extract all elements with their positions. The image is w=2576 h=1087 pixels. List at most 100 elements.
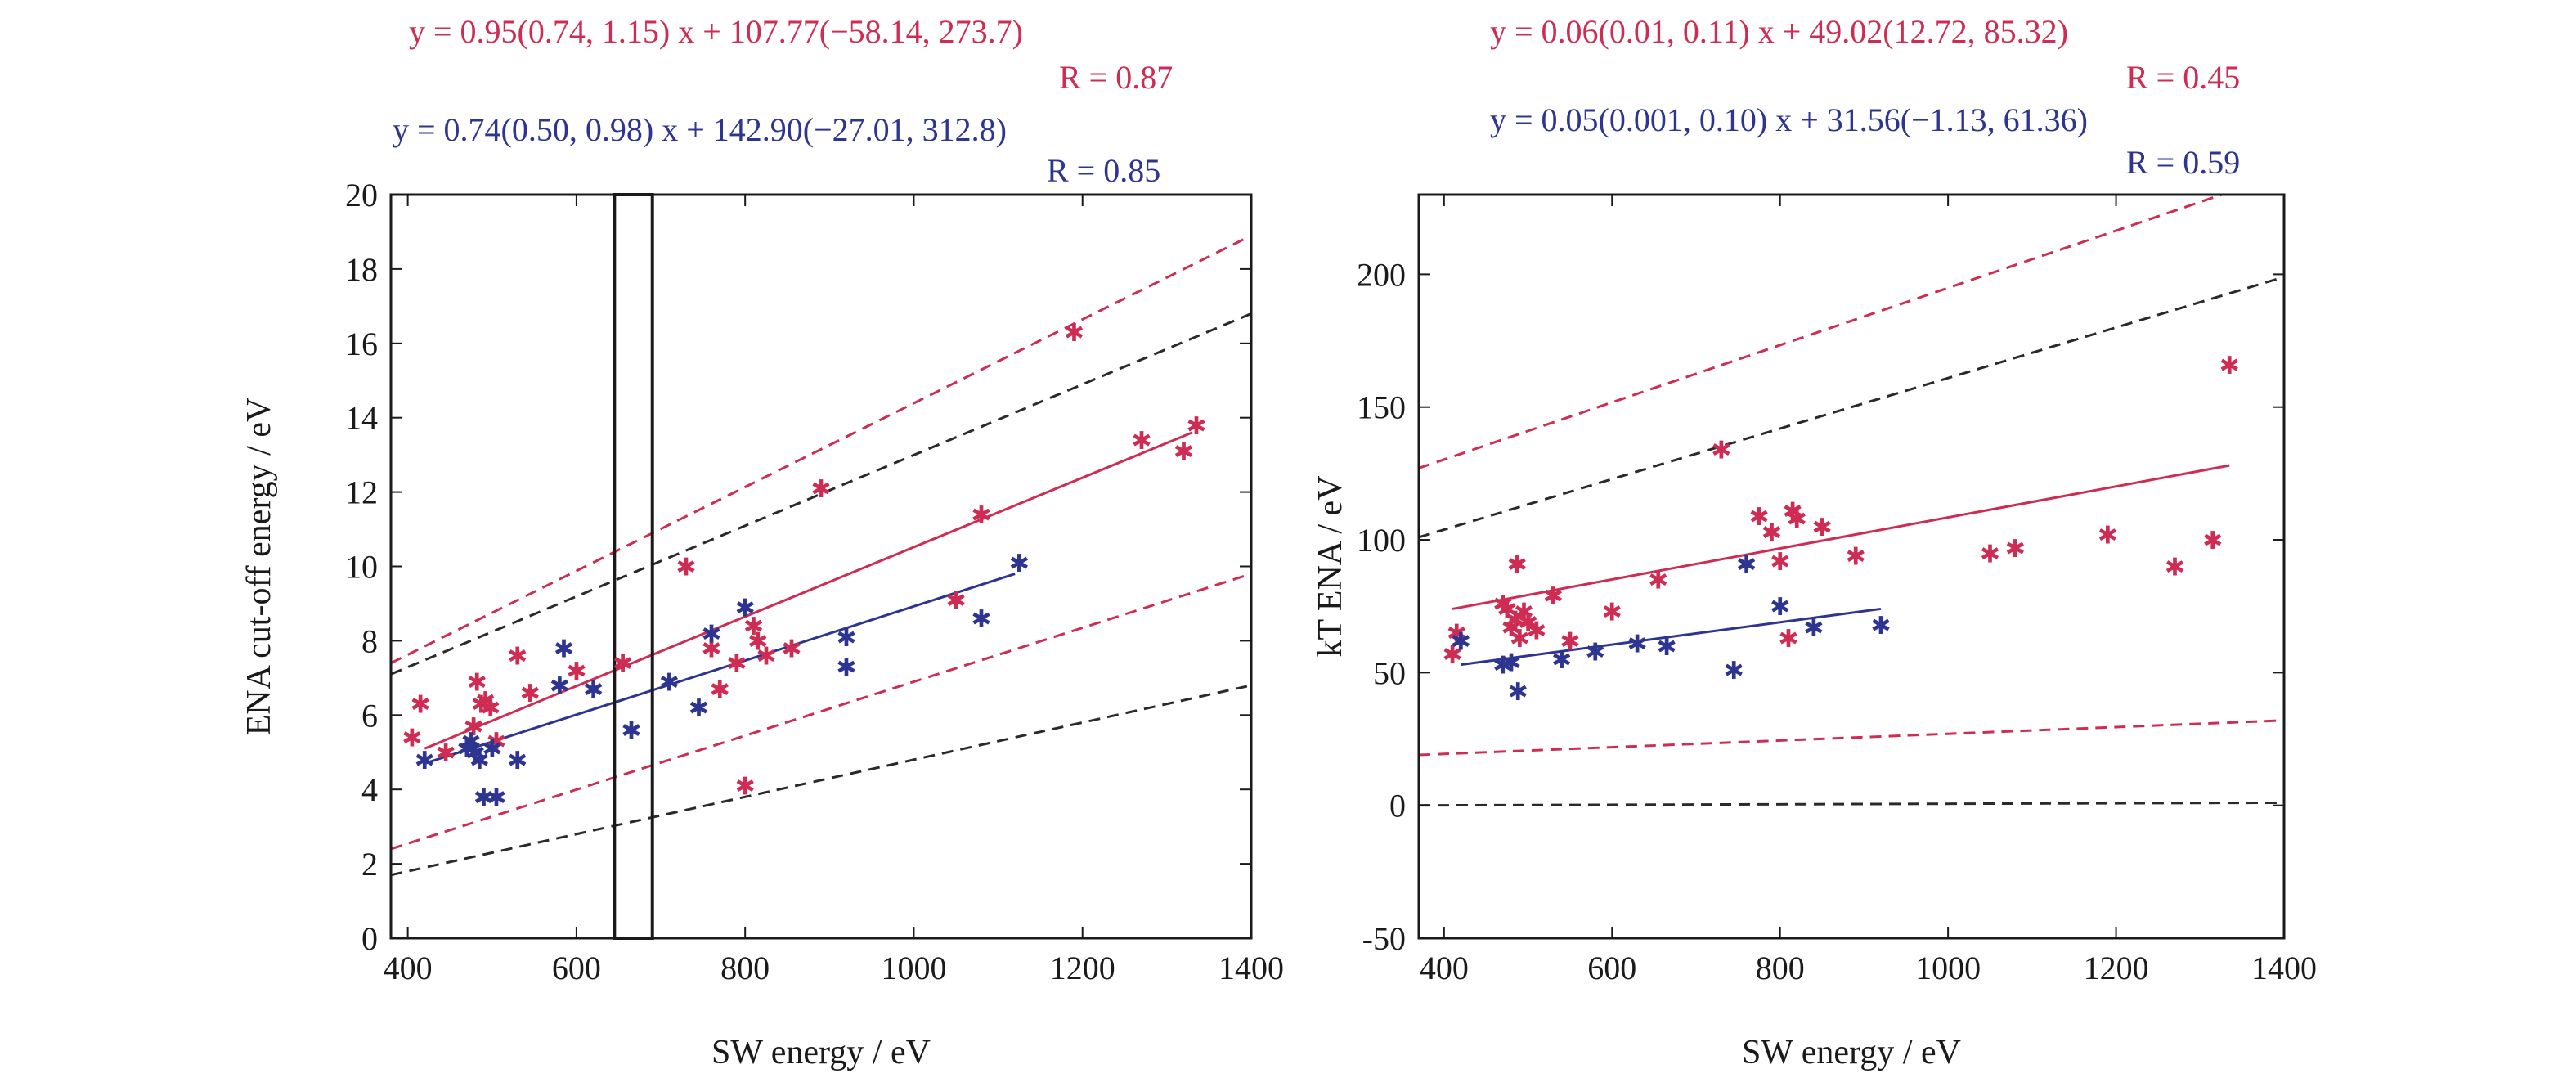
right-x-tick-label: 1200 [2084, 950, 2149, 986]
left-red-lower-bound [391, 573, 1251, 851]
right-red-point: ✱ [1497, 595, 1517, 624]
left-red-point: ✱ [756, 643, 776, 672]
left-blue-point: ✱ [486, 784, 506, 812]
left-y-axis-label: ENA cut-off energy / eV [240, 398, 278, 736]
right-red-point: ✱ [2165, 554, 2185, 582]
right-red-point: ✱ [2219, 352, 2240, 380]
right-blue-lower-bound [1419, 801, 2284, 807]
right-red-point: ✱ [1507, 550, 1528, 579]
left-red-point: ✱ [471, 691, 491, 720]
left-fit-blue-equation: y = 0.74(0.50, 0.98) x + 142.90(−27.01, … [393, 111, 1007, 148]
left-red-point: ✱ [945, 586, 966, 615]
left-red-point: ✱ [701, 635, 721, 663]
right-red-point: ✱ [1492, 591, 1513, 619]
right-red-point: ✱ [1447, 620, 1467, 649]
right-x-tick-label: 1000 [1915, 950, 1981, 986]
right-red-point: ✱ [1518, 609, 1538, 638]
right-blue-point: ✱ [1656, 633, 1676, 662]
right-y-axis-label: kT ENA / eV [1312, 475, 1349, 657]
left-red-point: ✱ [710, 676, 730, 704]
left-x-tick-label: 1200 [1050, 950, 1115, 986]
right-red-point: ✱ [2005, 535, 2026, 564]
right-red-point: ✱ [1770, 548, 1790, 577]
left-blue-lower-bound [391, 684, 1251, 877]
left-red-point: ✱ [810, 475, 831, 504]
left-blue-point: ✱ [583, 676, 604, 704]
left-x-tick-label: 400 [384, 950, 433, 986]
left-x-tick-label: 1400 [1218, 950, 1284, 986]
left-blue-point: ✱ [659, 668, 680, 697]
right-red-point: ✱ [1543, 582, 1564, 611]
right-plot-area [1419, 195, 2284, 807]
left-blue-point: ✱ [689, 694, 709, 723]
right-red-point: ✱ [1526, 617, 1546, 645]
left-y-tick-label: 12 [345, 474, 378, 511]
right-fit-blue-equation: y = 0.05(0.001, 0.10) x + 31.56(−1.13, 6… [1490, 101, 2088, 138]
left-blue-point: ✱ [465, 739, 486, 768]
left-red-point: ✱ [475, 687, 496, 716]
right-y-tick-label: -50 [1362, 920, 1406, 957]
left-red-point: ✱ [467, 668, 487, 697]
right-blue-point: ✱ [1492, 652, 1513, 680]
right-blue-upper-bound [1419, 276, 2284, 539]
right-red-point: ✱ [1748, 503, 1769, 532]
left-red-point: ✱ [1174, 438, 1194, 467]
left-plot-area [391, 234, 1251, 877]
left-red-point: ✱ [747, 627, 768, 656]
right-blue-fit-line [1461, 607, 1882, 667]
right-fit-blue-r: R = 0.59 [2126, 144, 2240, 181]
left-red-point: ✱ [613, 650, 633, 679]
left-red-point: ✱ [675, 554, 696, 582]
left-y-tick-label: 0 [361, 920, 378, 957]
left-red-point: ✱ [435, 739, 456, 768]
right-x-tick-label: 800 [1756, 950, 1805, 986]
right-blue-point: ✱ [1724, 657, 1744, 685]
right-red-point: ✱ [1846, 543, 1866, 572]
right-red-point: ✱ [1811, 514, 1832, 542]
left-blue-upper-bound [391, 312, 1251, 676]
left-red-point: ✱ [1064, 319, 1084, 348]
right-fit-red-r: R = 0.45 [2126, 59, 2240, 96]
right-y-tick-label: 100 [1357, 522, 1406, 559]
left-red-point: ✱ [726, 650, 747, 679]
left-blue-point: ✱ [469, 747, 490, 775]
right-blue-point: ✱ [1451, 627, 1471, 656]
right-chart: ✱✱✱✱✱✱✱✱✱✱✱✱✱✱✱✱✱✱✱✱✱✱ ✱✱ ✱ ✱ ✱✱✱✱✱✱✱✱✱ ✱ ✱ ✱✱✱… [1312, 193, 2317, 1071]
left-blue-point: ✱ [507, 747, 527, 775]
left-y-tick-label: 8 [361, 622, 378, 659]
right-red-fit-line [1452, 464, 2230, 610]
right-red-point: ✱ [2202, 527, 2223, 555]
left-chart: ✱✱✱✱✱✱✱✱✱✱✱✱ ✱✱✱✱✱✱✱✱✱ ✱✱✱✱✱✱ ✱✱✱ ✱✱✱✱✱✱✱✱✱✱… [240, 177, 1284, 1071]
left-blue-point: ✱ [473, 784, 494, 812]
left-fit-red-r: R = 0.87 [1059, 59, 1173, 96]
right-x-axis-label: SW energy / eV [1742, 1034, 1961, 1071]
right-red-upper-bound [1419, 195, 2226, 469]
left-blue-point: ✱ [460, 728, 481, 757]
left-x-tick-label: 1000 [881, 950, 946, 986]
left-x-axis-label: SW energy / eV [711, 1034, 931, 1071]
right-blue-point: ✱ [1585, 638, 1605, 667]
right-blue-point: ✱ [1551, 646, 1572, 675]
left-red-point: ✱ [781, 635, 801, 663]
right-red-point: ✱ [1778, 625, 1798, 654]
left-red-point: ✱ [507, 643, 527, 672]
right-blue-point: ✱ [1501, 649, 1521, 677]
left-x-tick-label: 600 [552, 950, 601, 986]
left-blue-point: ✱ [1009, 550, 1030, 578]
left-blue-point: ✱ [971, 605, 991, 634]
right-y-tick-label: 0 [1389, 788, 1406, 824]
left-blue-point: ✱ [415, 747, 435, 775]
right-red-point: ✱ [1787, 505, 1807, 534]
right-y-tick-label: 150 [1357, 389, 1406, 426]
left-blue-point: ✱ [550, 672, 570, 701]
left-blue-point: ✱ [456, 735, 477, 764]
left-blue-point: ✱ [621, 716, 641, 745]
left-red-point: ✱ [566, 658, 586, 686]
left-red-point: ✱ [971, 501, 991, 530]
right-equations: y = 0.06(0.01, 0.11) x + 49.02(12.72, 85… [1490, 13, 2240, 181]
right-blue-point: ✱ [1870, 612, 1891, 640]
right-red-point: ✱ [1443, 641, 1463, 670]
left-blue-fit-line [424, 573, 1016, 765]
left-red-point: ✱ [411, 691, 431, 720]
right-blue-point: ✱ [1736, 550, 1757, 579]
